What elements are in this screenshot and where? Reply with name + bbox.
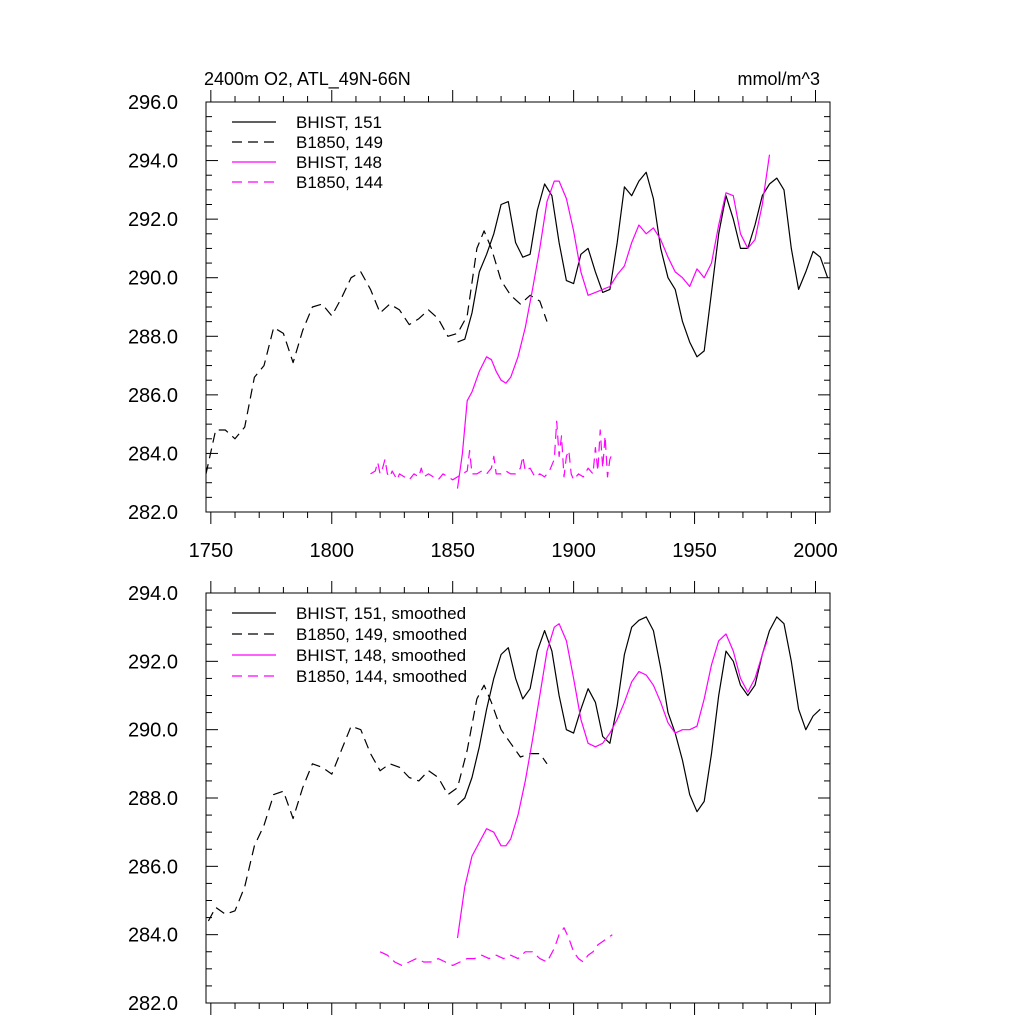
series-line-bhist-148-smoothed xyxy=(456,623,768,939)
series-line-bhist-148 xyxy=(456,154,771,489)
series-line-bhist-151-smoothed xyxy=(457,616,821,813)
legend-label: B1850, 144, smoothed xyxy=(296,667,467,686)
legend-label: BHIST, 151 xyxy=(296,113,382,132)
y-tick-label: 296.0 xyxy=(128,92,178,114)
chart-units: mmol/m^3 xyxy=(738,69,820,89)
legend-label: B1850, 149, smoothed xyxy=(296,625,467,644)
legend-label: BHIST, 148 xyxy=(296,153,382,172)
y-tick-label: 290.0 xyxy=(128,720,178,742)
y-tick-label: 286.0 xyxy=(128,385,178,407)
y-tick-label: 294.0 xyxy=(128,151,178,173)
top-panel: 1750 1800 1850 1900 1950 2000 282.0 284.0 286.0 2… xyxy=(128,90,838,562)
y-tick-label: 284.0 xyxy=(128,443,178,465)
y-tick-label: 290.0 xyxy=(128,268,178,290)
y-tick-label: 294.0 xyxy=(128,583,178,605)
y-tick-label: 288.0 xyxy=(128,326,178,348)
x-tick-label: 1750 xyxy=(189,540,234,562)
series-line-b1850-144 xyxy=(370,420,613,481)
legend-label: B1850, 149 xyxy=(296,133,383,152)
legend-label: B1850, 144 xyxy=(296,173,383,192)
legend-label: BHIST, 148, smoothed xyxy=(296,646,466,665)
x-tick-label: 1950 xyxy=(672,540,717,562)
series-line-b1850-149 xyxy=(205,230,548,475)
x-tick-label: 1850 xyxy=(430,540,475,562)
series-line-bhist-151 xyxy=(457,171,829,358)
chart-title: 2400m O2, ATL_49N-66N xyxy=(204,69,411,90)
legend-label: BHIST, 151, smoothed xyxy=(296,604,466,623)
x-tick-label: 2000 xyxy=(793,540,838,562)
series-line-b1850-149-smoothed xyxy=(207,684,548,922)
x-tick-label: 1800 xyxy=(310,540,355,562)
y-tick-label: 292.0 xyxy=(128,209,178,231)
bottom-panel: 282.0 284.0 286.0 288.0 290.0 292.0 294.0 BHIST… xyxy=(128,581,831,1015)
series-line-b1850-144-smoothed xyxy=(379,927,613,967)
y-tick-label: 286.0 xyxy=(128,856,178,878)
y-tick-label: 284.0 xyxy=(128,925,178,947)
y-tick-label: 282.0 xyxy=(128,993,178,1015)
y-tick-label: 288.0 xyxy=(128,788,178,810)
y-tick-label: 282.0 xyxy=(128,502,178,524)
x-tick-label: 1900 xyxy=(551,540,596,562)
y-tick-label: 292.0 xyxy=(128,651,178,673)
